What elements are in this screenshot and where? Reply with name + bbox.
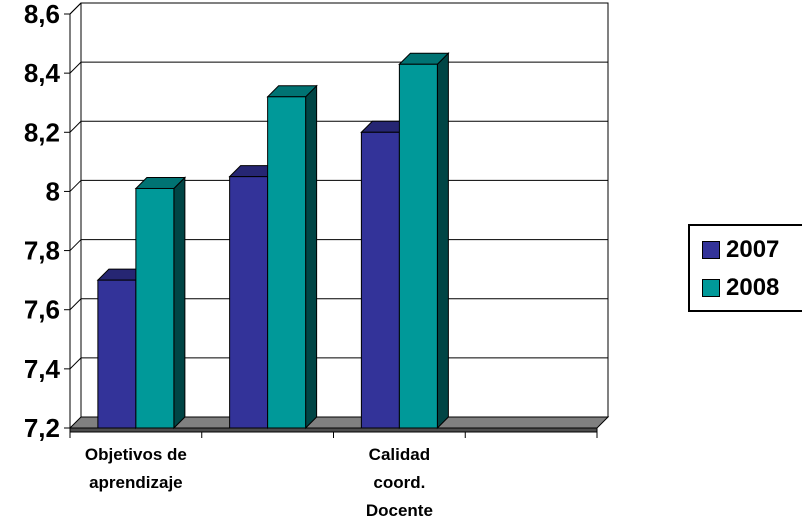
y-tick-label: 7,4 (24, 354, 61, 384)
bar (266, 84, 318, 430)
bar-front (267, 96, 307, 429)
gridline-side (69, 357, 82, 370)
gridline-side (69, 61, 82, 74)
gridline-side (69, 120, 82, 133)
legend-item-2008: 2008 (702, 274, 779, 302)
y-tick-label: 8,4 (24, 58, 61, 88)
bar-side (173, 176, 186, 430)
gridline-side (69, 180, 82, 192)
bar-side (305, 84, 318, 430)
gridline-side (69, 298, 82, 311)
axes (64, 13, 598, 438)
y-tick-label: 8,2 (24, 117, 60, 147)
gridline-side (69, 239, 82, 251)
legend-swatch-2008 (702, 279, 720, 297)
x-tick-label: Calidad coord. Docente (366, 445, 433, 520)
legend-swatch-2007 (702, 241, 720, 259)
bar-front (229, 176, 269, 429)
side-wall-edge (69, 2, 82, 15)
legend: 2007 2008 (688, 224, 802, 312)
floor-front (69, 427, 598, 433)
legend-label-2008: 2008 (726, 274, 780, 301)
y-tick-label: 7,6 (24, 295, 60, 325)
y-tick-label: 8,6 (24, 0, 60, 29)
x-tick-labels: Objetivos de aprendizaje Calidad coord. Doce… (85, 445, 433, 520)
bars (96, 52, 450, 430)
bar (398, 52, 450, 430)
y-tick-labels: 7,2 7,4 7,6 7,8 8 8,2 8,4 8,6 (24, 0, 61, 443)
y-tick-label: 8 (46, 176, 60, 206)
y-tick-label: 7,2 (24, 413, 60, 443)
bar-front (360, 131, 400, 429)
bar-front (97, 279, 137, 429)
x-tick-label: Objetivos de aprendizaje (85, 445, 187, 492)
bar-front (398, 63, 438, 429)
legend-label-2007: 2007 (726, 236, 780, 263)
bar-side (436, 52, 449, 430)
y-tick-label: 7,8 (24, 236, 60, 266)
legend-item-2007: 2007 (702, 236, 779, 264)
bar (134, 176, 187, 430)
bar-front (135, 187, 175, 429)
